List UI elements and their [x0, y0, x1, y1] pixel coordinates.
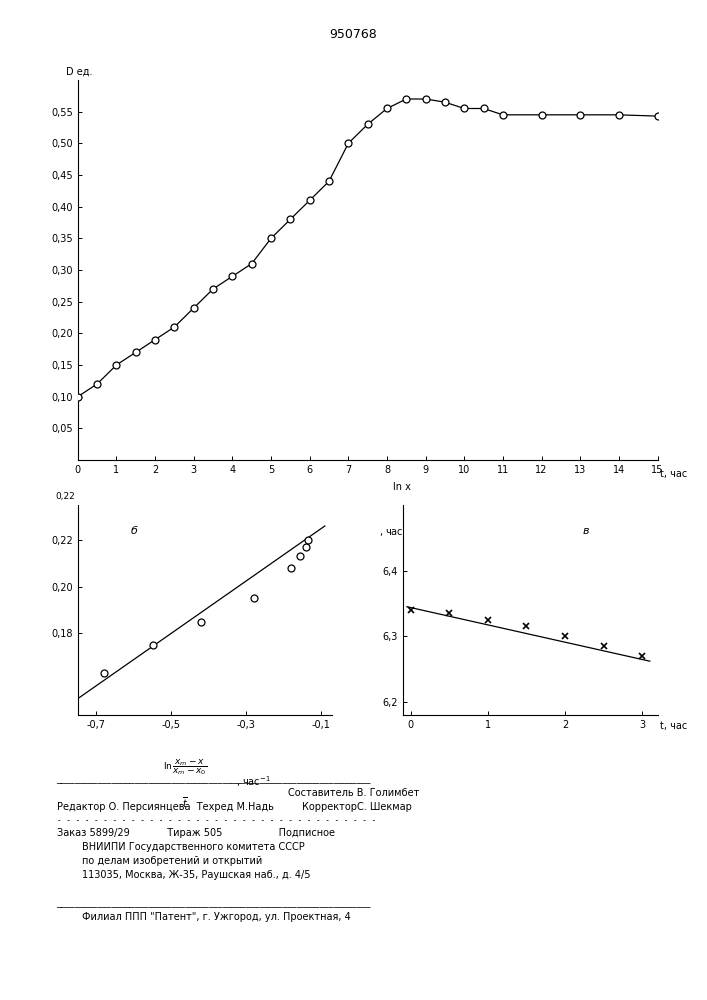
Text: $\overline{t}$: $\overline{t}$ [295, 536, 301, 551]
Text: 0,22: 0,22 [55, 492, 75, 501]
Text: ────────────────────────────────────────────────────────────────────: ────────────────────────────────────────… [57, 778, 371, 787]
Text: по делам изобретений и открытий: по делам изобретений и открытий [57, 856, 262, 866]
Text: Филиал ППП "Патент", г. Ужгород, ул. Проектная, 4: Филиал ППП "Патент", г. Ужгород, ул. Про… [57, 912, 350, 922]
Text: ВНИИПИ Государственного комитета СССР: ВНИИПИ Государственного комитета СССР [57, 842, 304, 852]
Text: $\overline{t}$: $\overline{t}$ [182, 795, 188, 810]
Text: 113035, Москва, Ж-35, Раушская наб., д. 4/5: 113035, Москва, Ж-35, Раушская наб., д. … [57, 870, 310, 880]
Text: $\mathrm{ln}\,\dfrac{x}{x_0}$: $\mathrm{ln}\,\dfrac{x}{x_0}$ [286, 513, 310, 534]
Text: в: в [583, 526, 590, 536]
Text: Составитель В. Голимбет: Составитель В. Голимбет [288, 788, 419, 798]
Text: - - - - - - - - - - - - - - - - - - - - - - - - - - - - - - - - - - -: - - - - - - - - - - - - - - - - - - - - … [57, 816, 380, 825]
Text: , час$^{-1}$: , час$^{-1}$ [235, 774, 270, 789]
Text: ln x: ln x [393, 482, 411, 492]
Text: 950768: 950768 [329, 28, 378, 41]
Text: $\mathrm{ln}\,\dfrac{x_m - x}{x_m - x_0}$: $\mathrm{ln}\,\dfrac{x_m - x}{x_m - x_0}… [163, 757, 206, 777]
Text: Редактор О. Персиянцева  Техред М.Надь         КорректорС. Шекмар: Редактор О. Персиянцева Техред М.Надь Ко… [57, 802, 411, 812]
Text: t, час: t, час [660, 721, 687, 731]
Text: ────────────────────────────────────────────────────────────────────: ────────────────────────────────────────… [57, 902, 371, 911]
Text: Заказ 5899/29            Тираж 505                  Подписное: Заказ 5899/29 Тираж 505 Подписное [57, 828, 334, 838]
Text: , час$^{-1}$: , час$^{-1}$ [379, 525, 414, 539]
Text: D ед.: D ед. [66, 66, 93, 76]
Text: t, час: t, час [660, 470, 688, 480]
Text: б: б [130, 526, 137, 536]
